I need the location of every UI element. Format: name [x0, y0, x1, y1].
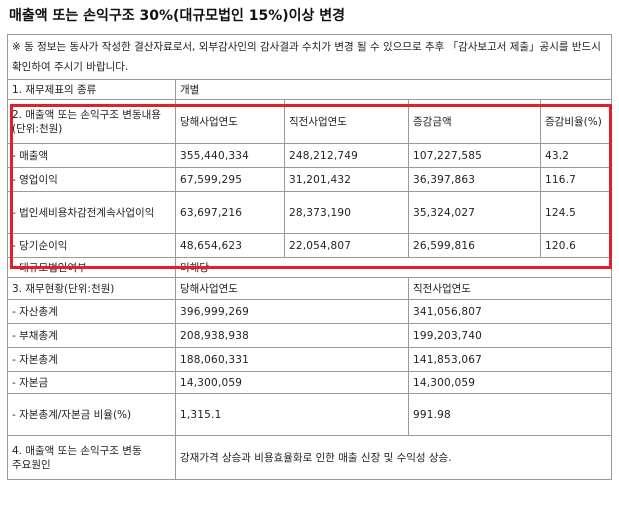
table-row: - 자본총계/자본금 비율(%) 1,315.1 991.98 — [7, 393, 613, 436]
col-previous-year: 직전사업연도 — [407, 277, 613, 300]
ratio-value: 120.6 — [539, 233, 613, 258]
large-corp-value: 미해당 — [174, 257, 613, 278]
previous-value: 31,201,432 — [284, 167, 409, 192]
previous-value: 22,054,807 — [284, 233, 409, 258]
row-label: - 자본총계 — [7, 347, 176, 372]
previous-value: 141,853,067 — [407, 347, 613, 372]
col-change-ratio: 증감비율(%) — [539, 99, 613, 144]
section2-header-row: 2. 매출액 또는 손익구조 변동내용(단위:천원) 당해사업연도 직전사업연도… — [7, 99, 613, 144]
notice-row: ※ 동 정보는 동사가 작성한 결산자료로서, 외부감사인의 감사결과 수치가 … — [6, 34, 613, 80]
table-row: - 법인세비용차감전계속사업이익 63,697,216 28,373,190 3… — [7, 191, 613, 234]
row-label: - 부채총계 — [7, 323, 176, 348]
section3-header-row: 3. 재무현황(단위:천원) 당해사업연도 직전사업연도 — [7, 277, 613, 300]
row-label: - 자본총계/자본금 비율(%) — [7, 393, 176, 436]
col-change-amount: 증감금액 — [408, 99, 541, 144]
ratio-value: 124.5 — [539, 191, 613, 234]
row-label: - 법인세비용차감전계속사업이익 — [7, 191, 176, 234]
current-value: 48,654,623 — [175, 233, 285, 258]
table-row: - 매출액 355,440,334 248,212,749 107,227,58… — [7, 143, 613, 168]
current-value: 1,315.1 — [175, 393, 409, 436]
change-value: 35,324,027 — [408, 191, 541, 234]
statement-type-label: 1. 재무제표의 종류 — [7, 79, 176, 100]
previous-value: 14,300,059 — [407, 371, 613, 394]
change-value: 36,397,863 — [408, 167, 541, 192]
change-value: 26,599,816 — [408, 233, 541, 258]
section4-row: 4. 매출액 또는 손익구조 변동 주요원인 강재가격 상승과 비용효율화로 인… — [7, 435, 613, 480]
ratio-value: 43.2 — [539, 143, 613, 168]
table-row: - 자산총계 396,999,269 341,056,807 — [7, 299, 613, 324]
change-value: 107,227,585 — [408, 143, 541, 168]
page-title: 매출액 또는 손익구조 30%(대규모법인 15%)이상 변경 — [9, 8, 346, 24]
row-label: - 자산총계 — [7, 299, 176, 324]
section3-title: 3. 재무현황(단위:천원) — [7, 277, 176, 300]
table-row: - 자본금 14,300,059 14,300,059 — [7, 371, 613, 394]
previous-value: 341,056,807 — [407, 299, 613, 324]
large-corp-row: - 대규모법인여부 미해당 — [7, 257, 613, 278]
disclosure-table: ※ 동 정보는 동사가 작성한 결산자료로서, 외부감사인의 감사결과 수치가 … — [6, 34, 613, 480]
col-previous-year: 직전사업연도 — [284, 99, 409, 144]
col-current-year: 당해사업연도 — [175, 99, 285, 144]
section4-label: 4. 매출액 또는 손익구조 변동 주요원인 — [7, 435, 176, 480]
row-label: - 매출액 — [7, 143, 176, 168]
statement-type-value: 개별 — [174, 79, 613, 100]
current-value: 396,999,269 — [175, 299, 409, 324]
previous-value: 28,373,190 — [284, 191, 409, 234]
table-row: - 자본총계 188,060,331 141,853,067 — [7, 347, 613, 372]
section4-value: 강재가격 상승과 비용효율화로 인한 매출 신장 및 수익성 상승. — [174, 435, 613, 480]
current-value: 14,300,059 — [175, 371, 409, 394]
previous-value: 199,203,740 — [407, 323, 613, 348]
statement-type-row: 1. 재무제표의 종류 개별 — [7, 79, 613, 100]
ratio-value: 116.7 — [539, 167, 613, 192]
current-value: 188,060,331 — [175, 347, 409, 372]
notice-text: ※ 동 정보는 동사가 작성한 결산자료로서, 외부감사인의 감사결과 수치가 … — [6, 34, 613, 80]
row-label: - 자본금 — [7, 371, 176, 394]
table-row: - 당기순이익 48,654,623 22,054,807 26,599,816… — [7, 233, 613, 258]
current-value: 67,599,295 — [175, 167, 285, 192]
row-label: - 영업이익 — [7, 167, 176, 192]
section2-title: 2. 매출액 또는 손익구조 변동내용(단위:천원) — [7, 99, 176, 144]
table-row: - 부채총계 208,938,938 199,203,740 — [7, 323, 613, 348]
current-value: 208,938,938 — [175, 323, 409, 348]
current-value: 355,440,334 — [175, 143, 285, 168]
previous-value: 991.98 — [407, 393, 613, 436]
large-corp-label: - 대규모법인여부 — [7, 257, 176, 278]
table-row: - 영업이익 67,599,295 31,201,432 36,397,863 … — [7, 167, 613, 192]
current-value: 63,697,216 — [175, 191, 285, 234]
previous-value: 248,212,749 — [284, 143, 409, 168]
row-label: - 당기순이익 — [7, 233, 176, 258]
col-current-year: 당해사업연도 — [175, 277, 409, 300]
